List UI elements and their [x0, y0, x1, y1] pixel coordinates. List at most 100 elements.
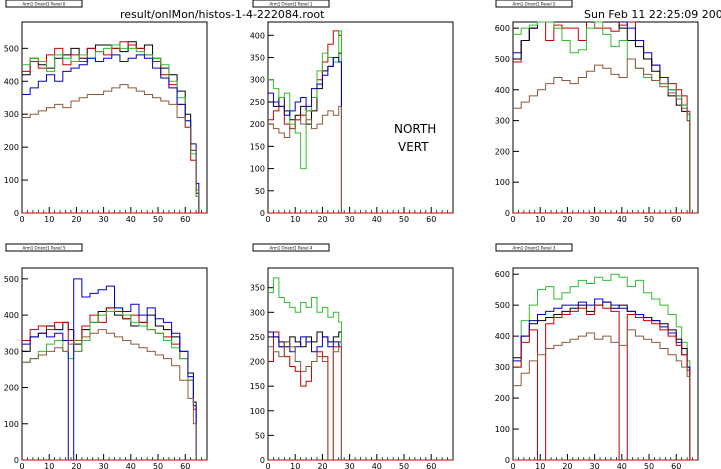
panel-title-box: [252, 0, 330, 8]
series-blue-line: [268, 331, 345, 461]
y-tick-label: 200: [4, 384, 19, 393]
series-green-line: [268, 277, 345, 461]
y-tick-label: 200: [250, 120, 265, 129]
series-black-line: [513, 301, 693, 461]
datetime-label: Sun Feb 11 22:25:09 2007: [584, 8, 721, 21]
x-tick-label: 50: [399, 462, 409, 469]
series-green-line: [513, 21, 693, 214]
x-tick-label: 60: [426, 215, 436, 224]
x-tick-label: 0: [265, 215, 270, 224]
y-tick-label: 100: [250, 407, 265, 416]
x-tick-label: 40: [372, 462, 382, 469]
y-tick-label: 100: [4, 420, 19, 429]
x-tick-label: 30: [345, 462, 355, 469]
series-green-line: [22, 44, 202, 214]
series-brown-line: [22, 84, 202, 214]
panel-title: Arm1 Orient1 Panel 5: [23, 246, 66, 251]
y-tick-label: 300: [4, 347, 19, 356]
x-tick-label: 40: [617, 215, 627, 224]
y-tick-label: 400: [495, 86, 510, 95]
y-tick-label: 300: [4, 110, 19, 119]
x-tick-label: 60: [180, 462, 190, 469]
x-tick-label: 30: [590, 462, 600, 469]
x-tick-label: 20: [317, 215, 327, 224]
y-tick-label: 500: [495, 55, 510, 64]
series-brown-line: [268, 105, 345, 214]
x-tick-label: 20: [562, 462, 572, 469]
series-red-line: [22, 307, 202, 461]
y-tick-label: 150: [250, 382, 265, 391]
plot-frame: [267, 267, 454, 461]
y-tick-label: 50: [255, 431, 265, 440]
y-tick-label: 0: [260, 209, 265, 218]
x-tick-label: 40: [617, 462, 627, 469]
panel-title-box: [252, 243, 330, 252]
vert-label: VERT: [398, 140, 429, 154]
series-blue-line: [22, 278, 202, 461]
y-tick-label: 400: [4, 311, 19, 320]
series-black-line: [22, 307, 202, 461]
y-tick-label: 250: [250, 98, 265, 107]
x-tick-label: 50: [644, 462, 654, 469]
panel-title: Arm1 Orient1 Panel 4: [270, 246, 313, 251]
y-tick-label: 300: [495, 117, 510, 126]
plot-frame: [512, 267, 699, 461]
x-tick-label: 40: [126, 462, 136, 469]
series-green-line: [268, 30, 345, 214]
y-tick-label: 400: [4, 77, 19, 86]
y-tick-label: 0: [14, 456, 19, 465]
series-green-line: [22, 307, 202, 461]
north-label: NORTH: [394, 122, 437, 136]
y-tick-label: 200: [495, 394, 510, 403]
x-tick-label: 50: [644, 215, 654, 224]
y-tick-label: 0: [14, 209, 19, 218]
x-tick-label: 60: [671, 215, 681, 224]
y-tick-label: 350: [250, 284, 265, 293]
y-tick-label: 300: [250, 76, 265, 85]
panel-title: Arm1 Orient1 Panel 0: [23, 2, 66, 7]
y-tick-label: 200: [4, 143, 19, 152]
panel-title-box: [495, 0, 573, 8]
panel-title-box: [5, 243, 83, 252]
y-tick-label: 0: [505, 209, 510, 218]
x-tick-label: 50: [153, 462, 163, 469]
series-red-line: [268, 331, 345, 461]
y-tick-label: 500: [4, 44, 19, 53]
x-tick-label: 20: [71, 462, 81, 469]
x-tick-label: 0: [510, 215, 515, 224]
series-brown-line: [513, 329, 693, 461]
y-tick-label: 500: [4, 275, 19, 284]
panel-title: Arm1 Orient1 Panel 2: [513, 2, 556, 7]
series-red-line: [513, 21, 693, 214]
y-tick-label: 100: [250, 165, 265, 174]
series-blue-line: [268, 57, 345, 214]
y-tick-label: 600: [495, 270, 510, 279]
x-tick-label: 20: [71, 215, 81, 224]
panel-title: Arm1 Orient1 Panel 3: [513, 246, 556, 251]
y-tick-label: 100: [4, 176, 19, 185]
y-tick-label: 500: [495, 301, 510, 310]
series-black-line: [513, 21, 693, 214]
x-tick-label: 0: [19, 215, 24, 224]
x-tick-label: 0: [510, 462, 515, 469]
x-tick-label: 30: [345, 215, 355, 224]
x-tick-label: 20: [562, 215, 572, 224]
y-tick-label: 0: [505, 456, 510, 465]
x-tick-label: 10: [290, 215, 300, 224]
x-tick-label: 0: [19, 462, 24, 469]
series-brown-line: [513, 58, 693, 214]
y-tick-label: 300: [495, 363, 510, 372]
y-tick-label: 250: [250, 333, 265, 342]
y-tick-label: 400: [495, 332, 510, 341]
x-tick-label: 10: [44, 462, 54, 469]
x-tick-label: 0: [265, 462, 270, 469]
series-red-line: [513, 304, 693, 461]
x-tick-label: 60: [426, 462, 436, 469]
x-tick-label: 40: [372, 215, 382, 224]
plot-frame: [512, 21, 699, 214]
y-tick-label: 200: [250, 358, 265, 367]
series-black-line: [22, 41, 202, 214]
y-tick-label: 100: [495, 425, 510, 434]
filename-label: result/onlMon/histos-1-4-222084.root: [120, 8, 325, 21]
